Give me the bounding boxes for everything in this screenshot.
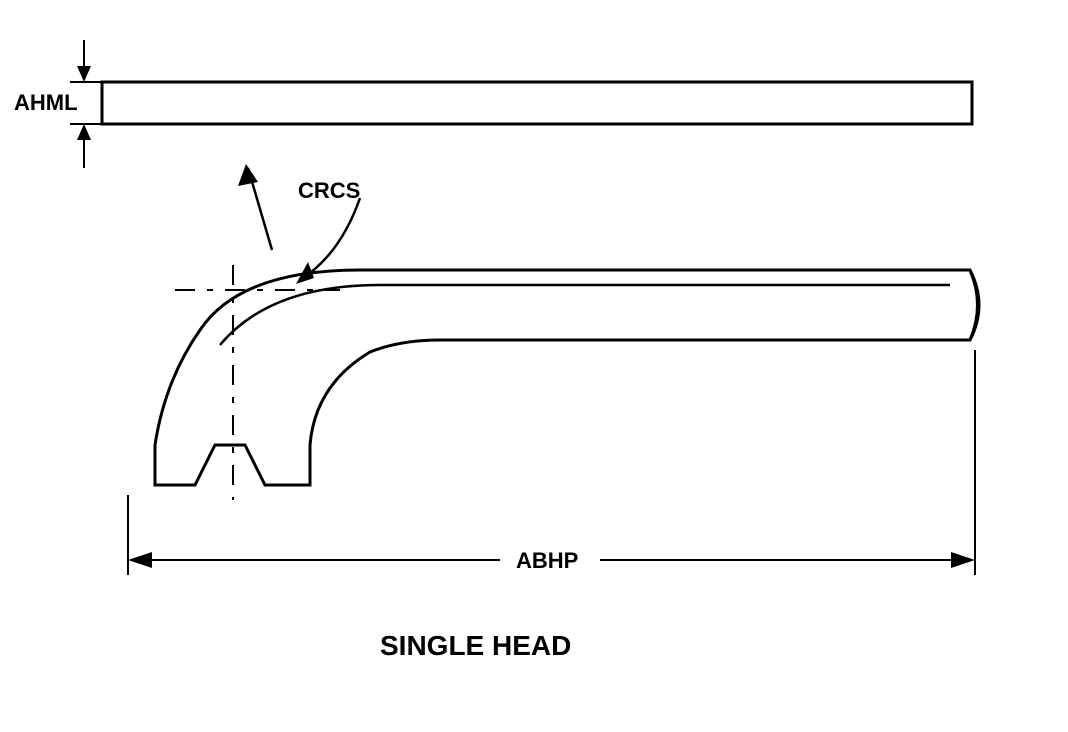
crcs-label: CRCS <box>298 178 360 204</box>
ahml-arrow-top-head <box>77 66 91 82</box>
crcs-angle-arrow <box>238 164 258 186</box>
abhp-arrow-right <box>951 552 975 568</box>
ahml-rect <box>102 82 972 124</box>
abhp-arrow-left <box>128 552 152 568</box>
diagram-title: SINGLE HEAD <box>380 630 571 662</box>
abhp-label: ABHP <box>516 548 578 574</box>
ahml-label: AHML <box>14 90 78 116</box>
diagram-svg <box>0 0 1068 732</box>
crcs-leader-arrow <box>296 262 314 284</box>
handle-cap <box>970 270 979 340</box>
wrench-inner-top <box>220 285 950 345</box>
diagram-container: AHML CRCS ABHP SINGLE HEAD <box>0 0 1068 732</box>
ahml-arrow-bot-head <box>77 124 91 140</box>
